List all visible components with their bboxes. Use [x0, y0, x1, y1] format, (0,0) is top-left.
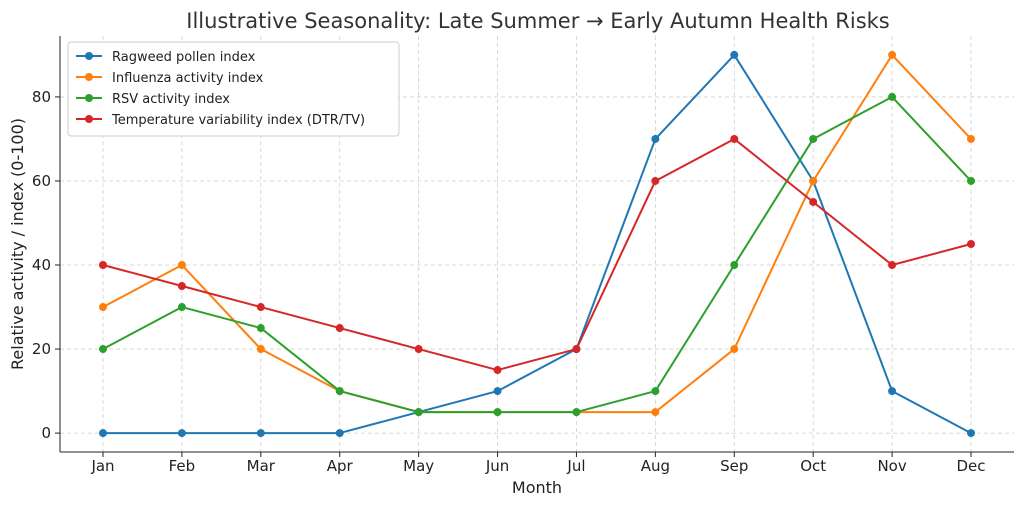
data-point — [967, 176, 975, 185]
data-point — [335, 324, 344, 333]
x-tick-label: Oct — [800, 457, 826, 475]
axes: Jan Feb Mar Apr May Jun Jul Aug Sep Oct Nov Dec 0 20 4… — [32, 36, 1014, 475]
legend-item: RSV activity index — [76, 92, 230, 107]
data-point — [651, 134, 660, 143]
legend-item: Ragweed pollen index — [76, 50, 256, 65]
data-point — [730, 261, 739, 270]
y-tick-label: 40 — [32, 256, 51, 274]
legend-swatch-marker — [85, 73, 93, 81]
x-tick-label: Jun — [485, 457, 509, 475]
x-tick-label: Sep — [720, 457, 748, 475]
data-point — [730, 50, 739, 59]
data-point — [177, 303, 186, 312]
chart-title: Illustrative Seasonality: Late Summer → … — [186, 9, 890, 33]
data-point — [99, 345, 107, 354]
legend-label: Influenza activity index — [112, 71, 264, 86]
x-tick-label: Jan — [90, 457, 114, 475]
legend-box — [67, 41, 400, 137]
data-point — [177, 261, 186, 270]
x-tick-label: Feb — [169, 457, 196, 475]
grid — [60, 36, 1014, 452]
legend-label: Temperature variability index (DTR/TV) — [111, 113, 365, 128]
legend-swatch-marker — [85, 94, 93, 102]
series-line — [103, 53, 972, 435]
data-point — [177, 282, 186, 291]
data-point — [256, 324, 265, 333]
data-point — [414, 408, 423, 417]
y-tick-label: 60 — [32, 172, 51, 190]
data-point — [967, 429, 975, 438]
data-point — [967, 134, 975, 143]
data-point — [493, 366, 502, 375]
series-line — [102, 137, 972, 372]
data-point — [651, 408, 660, 417]
legend-item: Temperature variability index (DTR/TV) — [76, 113, 365, 128]
data-point — [414, 345, 423, 354]
legend-item: Influenza activity index — [76, 71, 264, 86]
data-point — [99, 261, 107, 270]
data-point — [572, 408, 581, 417]
data-point — [99, 303, 107, 312]
data-point — [888, 387, 897, 396]
data-point — [809, 197, 818, 206]
series-group — [99, 134, 975, 375]
x-axis-label: Month — [512, 478, 562, 497]
data-point — [967, 240, 975, 248]
x-tick-label: Apr — [327, 457, 354, 475]
x-tick-label: Aug — [641, 457, 670, 475]
y-tick-label: 80 — [32, 88, 51, 106]
data-point — [651, 176, 660, 185]
legend: Ragweed pollen index Influenza activity i… — [67, 41, 400, 137]
y-axis-label: Relative activity / index (0-100) — [8, 118, 27, 370]
legend-swatch-marker — [85, 52, 93, 60]
data-point — [256, 429, 265, 438]
data-point — [256, 303, 265, 312]
data-point — [335, 429, 344, 438]
x-tick-label: Jul — [566, 457, 585, 475]
legend-swatch-marker — [85, 115, 93, 123]
data-point — [493, 387, 502, 396]
data-point — [335, 387, 344, 396]
series-line — [102, 95, 972, 414]
data-point — [572, 345, 581, 354]
data-point — [888, 92, 897, 101]
data-point — [809, 134, 818, 143]
data-point — [730, 345, 739, 354]
series-layer — [99, 50, 975, 438]
data-point — [809, 176, 818, 185]
data-point — [651, 387, 660, 396]
legend-label: Ragweed pollen index — [112, 50, 256, 65]
x-tick-label: Mar — [247, 457, 276, 475]
data-point — [177, 429, 186, 438]
series-group — [99, 92, 975, 417]
x-tick-label: Nov — [877, 457, 906, 475]
data-point — [99, 429, 107, 438]
y-tick-label: 0 — [41, 424, 51, 442]
y-tick-label: 20 — [32, 340, 51, 358]
data-point — [888, 50, 897, 59]
x-tick-label: May — [403, 457, 434, 475]
legend-label: RSV activity index — [112, 92, 230, 107]
data-point — [730, 134, 739, 143]
data-point — [888, 261, 897, 270]
data-point — [493, 408, 502, 417]
data-point — [256, 345, 265, 354]
x-tick-label: Dec — [956, 457, 985, 475]
